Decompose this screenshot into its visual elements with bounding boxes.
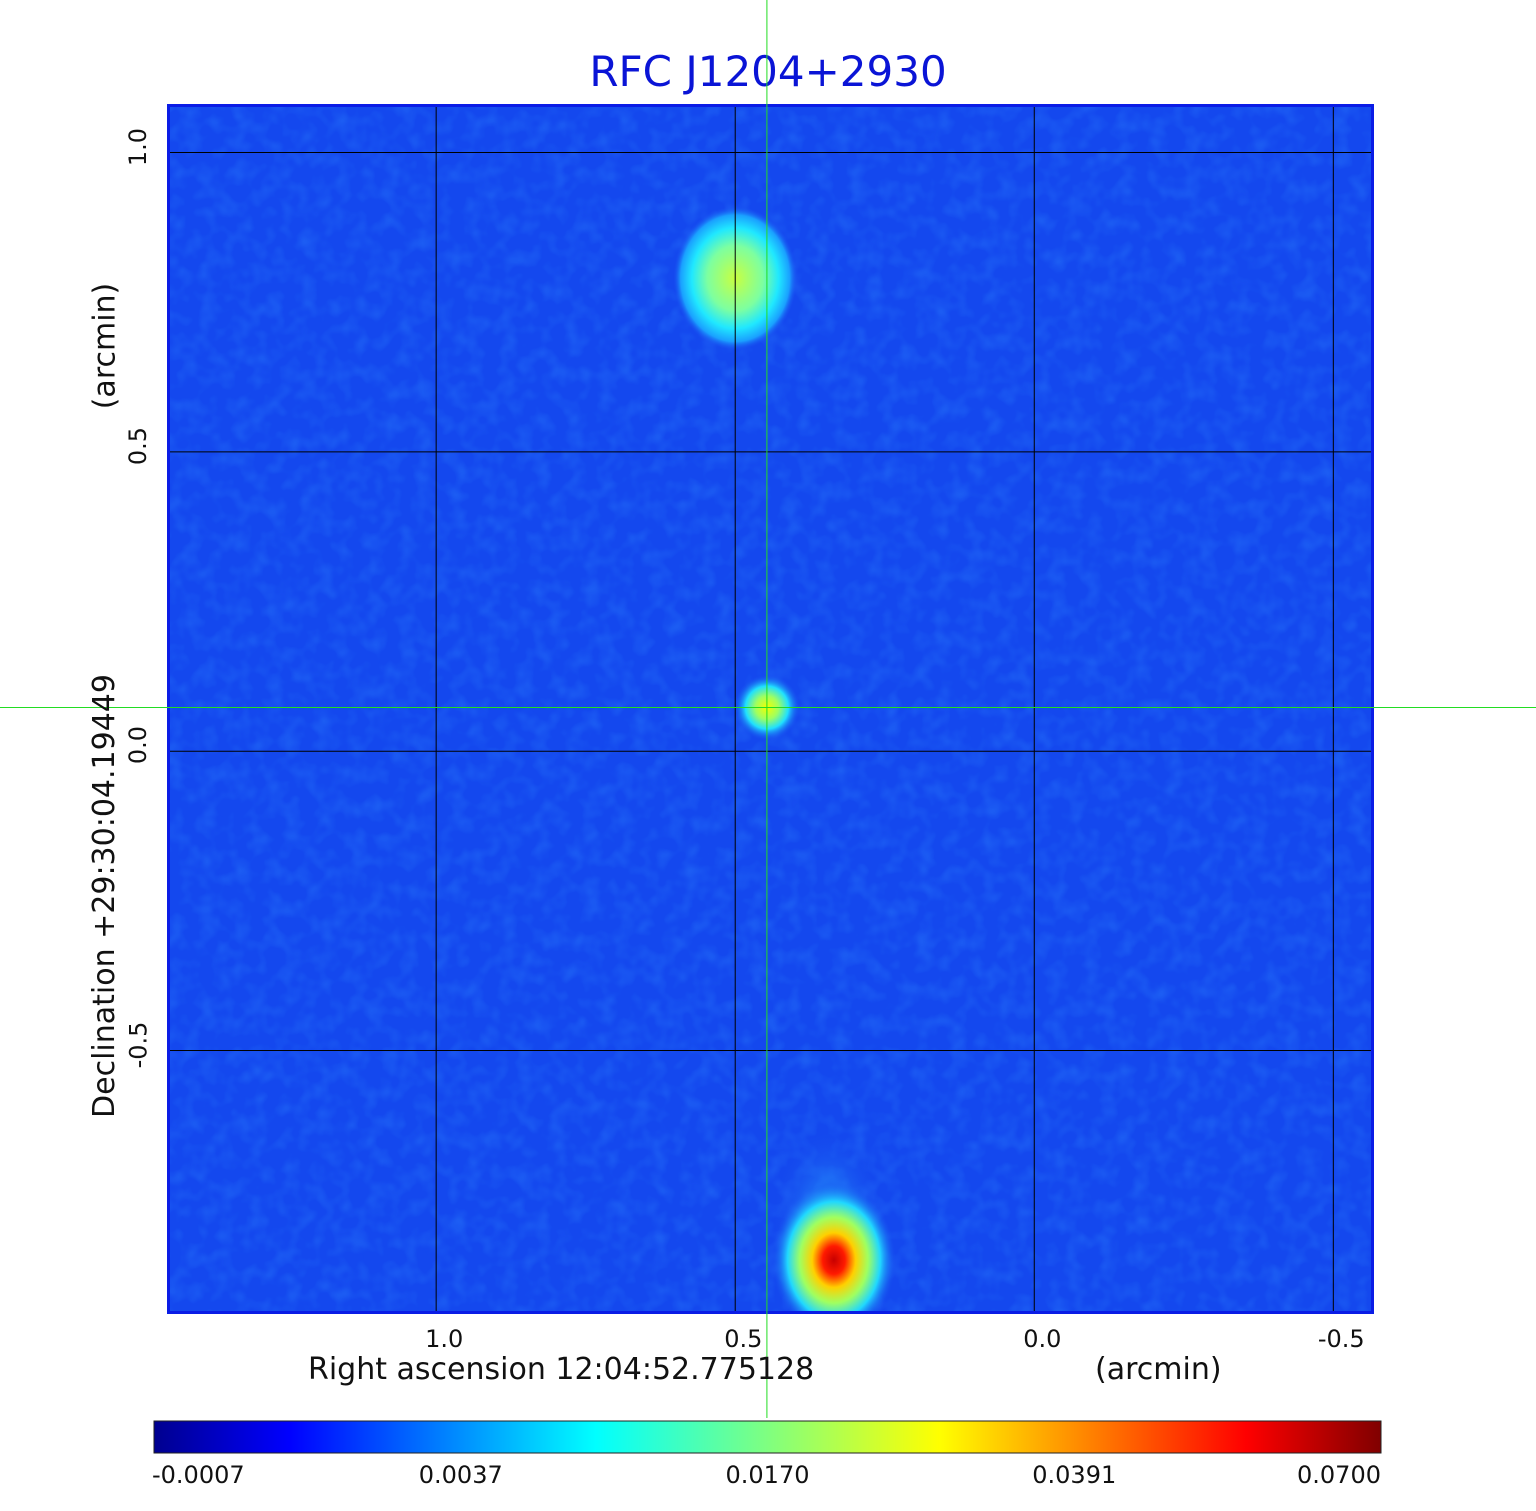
y-tick-label: -0.5 xyxy=(123,1021,152,1068)
x-tick-label: 1.0 xyxy=(425,1325,464,1353)
y-axis-unit: (arcmin) xyxy=(86,282,122,410)
colorbar-tick-label: 0.0037 xyxy=(418,1461,503,1489)
colorbar-tick-label: 0.0391 xyxy=(1032,1461,1117,1489)
x-tick-label: -0.5 xyxy=(1317,1325,1365,1353)
source-south-lobe xyxy=(771,1182,896,1311)
image-area xyxy=(170,107,1371,1311)
y-tick-label: 1.0 xyxy=(124,127,153,166)
plot-frame xyxy=(167,104,1374,1314)
colorbar xyxy=(153,1420,1382,1454)
x-axis-unit: (arcmin) xyxy=(1095,1352,1222,1387)
coordinate-grid xyxy=(170,107,1371,1311)
colorbar-tick-label: 0.0700 xyxy=(1297,1461,1381,1489)
x-tick-label: 0.5 xyxy=(724,1325,763,1353)
y-axis-label: Declination +29:30:04.19449 xyxy=(86,674,122,1118)
x-axis-label: Right ascension 12:04:52.775128 xyxy=(308,1352,815,1387)
y-tick-label: 0.0 xyxy=(124,726,153,765)
y-tick-label: 0.5 xyxy=(124,426,153,465)
x-tick-label: 0.0 xyxy=(1023,1325,1062,1353)
colorbar-tick-label: 0.0170 xyxy=(725,1461,810,1489)
crosshair xyxy=(0,0,1536,1418)
colorbar-tick-label: -0.0007 xyxy=(152,1461,245,1489)
chart-title: RFC J1204+2930 xyxy=(589,47,947,96)
